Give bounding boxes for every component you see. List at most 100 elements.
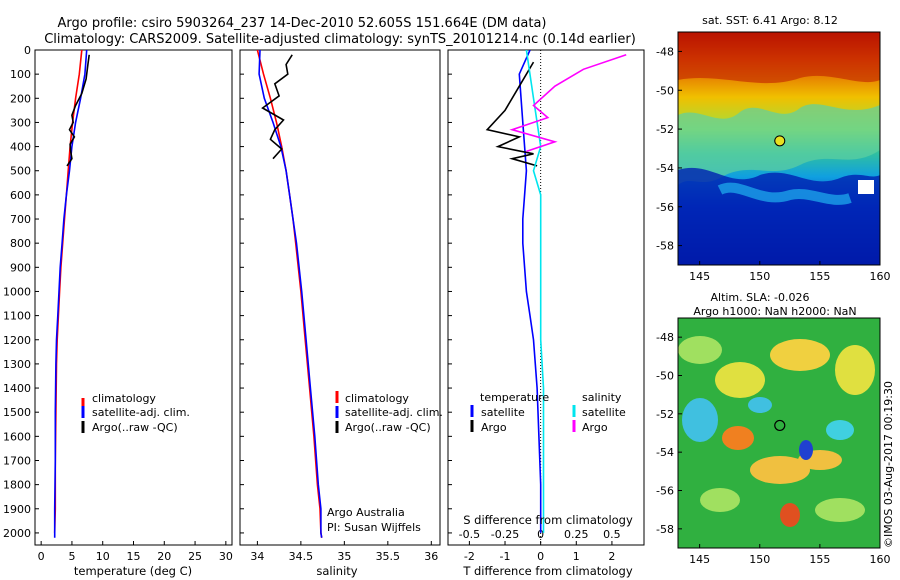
sla-map-title-line2: Argo h1000: NaN h2000: NaN [693,305,856,318]
depth-tick-label: 1400 [3,382,31,395]
sla-lat-tick-labels: -48 -50 -52 -54 -56 -58 [656,331,682,536]
lon-tick-label: 155 [809,553,830,566]
legend-label-argo: Argo(..raw -QC) [92,421,178,434]
depth-tick-label: 800 [10,237,31,250]
salinity-legend: climatology satellite-adj. clim. Argo(..… [335,391,443,434]
temperature-line-2 [66,54,90,167]
sst-lat-tick-labels: -48 -50 -52 -54 -56 -58 [656,45,682,253]
s-difference-tick-label: -0.25 [491,528,519,541]
depth-tick-label: 200 [10,92,31,105]
lon-tick-label: 145 [689,553,710,566]
temperature-tick-labels: 0 5 10 15 20 25 30 [38,541,233,563]
temperature-tick-label: 15 [127,550,141,563]
temperature-tick-label: 0 [38,550,45,563]
salinity-xlabel: salinity [316,564,357,578]
sst-lon-tick-labels: 145 150 155 160 [689,261,891,283]
depth-tick-label: 500 [10,165,31,178]
difference-axes-frame [447,49,645,546]
lat-tick-label: -48 [656,331,674,344]
legend-label-satellite: satellite-adj. clim. [345,406,443,419]
data-provider-label: Argo Australia [327,506,405,519]
lon-tick-label: 150 [749,553,770,566]
sst-map-frame [677,31,881,266]
t-difference-tick-label: -1 [500,550,511,563]
depth-tick-label: 1700 [3,454,31,467]
lat-tick-label: -50 [656,370,674,383]
lat-tick-label: -56 [656,201,674,214]
difference-panel: -2 -1 0 1 2 -0.5 -0.25 0 0.25 0.5 S difference f… [447,49,645,578]
salinity-line-1 [258,50,323,538]
lon-tick-label: 160 [870,553,891,566]
depth-tick-label: 700 [10,213,31,226]
depth-tick-label: 0 [24,44,31,57]
t-difference-tick-label: 2 [608,550,615,563]
difference-line-1 [485,61,538,167]
temperature-tick-label: 25 [188,550,202,563]
imos-credit: ©IMOS 03-Aug-2017 00:19:30 [882,381,895,548]
sla-map-title-line1: Altim. SLA: -0.026 [710,291,809,304]
depth-tick-label: 100 [10,68,31,81]
difference-series [485,50,627,533]
salinity-line-0 [256,50,323,538]
salinity-line-2 [261,54,293,160]
s-difference-tick-label: 0.25 [564,528,589,541]
lat-tick-label: -58 [656,240,674,253]
depth-tick-label: 1800 [3,479,31,492]
depth-tick-label: 900 [10,261,31,274]
difference-line-0 [518,50,542,533]
figure-title-line2: Climatology: CARS2009. Satellite-adjuste… [44,32,636,47]
depth-tick-label: 600 [10,189,31,202]
depth-tick-label: 1100 [3,310,31,323]
salinity-tick-label: 34 [250,550,264,563]
s-difference-tick-label: 0.5 [603,528,621,541]
salinity-series [256,50,323,538]
figure-title-line1: Argo profile: csiro 5903264_237 14-Dec-2… [58,16,547,31]
depth-tick-label: 1200 [3,334,31,347]
lon-tick-label: 145 [689,270,710,283]
temperature-legend: climatology satellite-adj. clim. Argo(..… [81,392,190,434]
lat-tick-label: -52 [656,408,674,421]
difference-legend: temperature satellite Argo salinity sate… [470,391,626,434]
lat-tick-label: -56 [656,485,674,498]
sla-map: Altim. SLA: -0.026 Argo h1000: NaN h2000… [656,291,890,566]
temperature-series [53,50,90,538]
lat-tick-label: -50 [656,84,674,97]
temperature-panel: 0100200300400500600700800900100011001200… [3,44,452,578]
sla-map-frame [677,317,881,549]
depth-tick-label: 1900 [3,503,31,516]
s-difference-xlabel: S difference from climatology [463,513,633,527]
depth-tick-label: 1500 [3,406,31,419]
t-difference-tick-label: 0 [537,550,544,563]
depth-tick-label: 300 [10,116,31,129]
salinity-tick-label: 36 [424,550,438,563]
difference-line-3 [509,54,627,153]
float-position-marker [774,419,786,432]
s-difference-tick-labels: -0.5 -0.25 0 0.25 0.5 [459,528,621,541]
lat-tick-label: -54 [656,446,674,459]
legend-label-sal-satellite: satellite [582,406,626,419]
temperature-line-1 [53,50,88,538]
legend-label-temp-satellite: satellite [481,406,525,419]
s-difference-tick-label: -0.5 [459,528,480,541]
s-difference-tick-label: 0 [537,528,544,541]
temperature-tick-label: 20 [157,550,171,563]
legend-title-salinity: salinity [582,391,622,404]
legend-label-climatology: climatology [345,392,409,405]
temperature-tick-label: 5 [68,550,75,563]
t-difference-tick-labels: -2 -1 0 1 2 [464,541,615,563]
salinity-tick-label: 35 [337,550,351,563]
sla-map-image [678,318,880,548]
salinity-tick-labels: 34 34.5 35 35.5 36 [250,541,438,563]
lat-tick-label: -48 [656,45,674,58]
lat-tick-label: -54 [656,162,674,175]
temperature-xlabel: temperature (deg C) [74,564,192,578]
t-difference-xlabel: T difference from climatology [462,564,633,578]
lon-tick-label: 155 [809,270,830,283]
legend-label-climatology: climatology [92,392,156,405]
legend-label-satellite: satellite-adj. clim. [92,406,190,419]
sst-map: sat. SST: 6.41 Argo: 8.12 145 150 155 160 -… [656,14,890,283]
principal-investigator-label: PI: Susan Wijffels [327,521,421,534]
t-difference-tick-label: -2 [464,550,475,563]
legend-label-sal-argo: Argo [582,421,608,434]
